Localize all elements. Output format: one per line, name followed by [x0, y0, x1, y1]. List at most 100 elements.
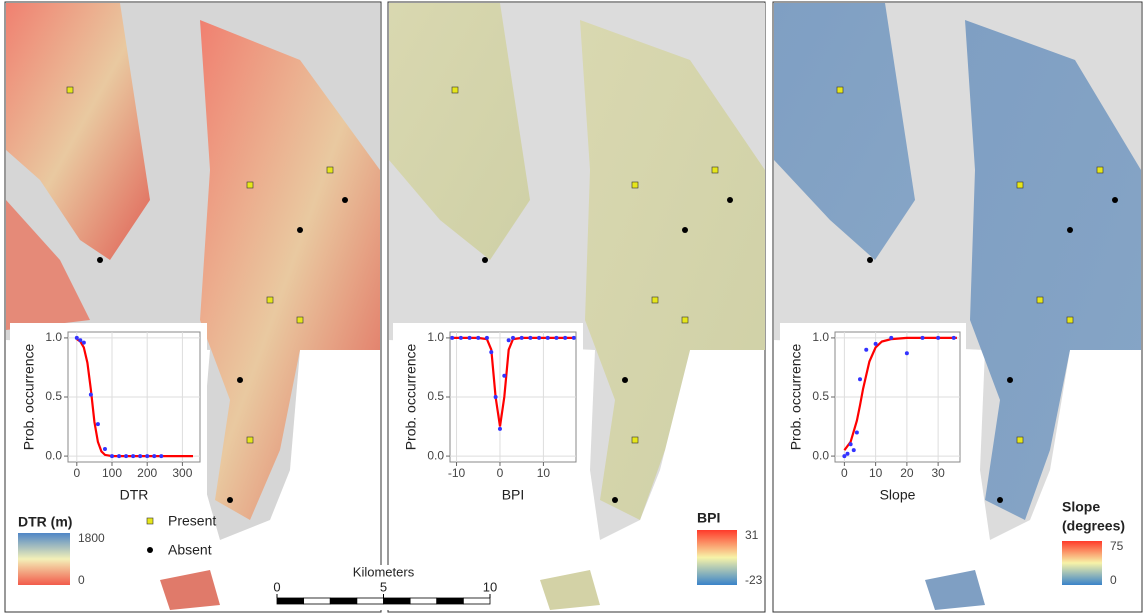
- data-point: [889, 336, 893, 340]
- absent-marker: [1112, 197, 1118, 203]
- present-marker: [1037, 297, 1043, 303]
- x-tick-label: 300: [172, 466, 192, 480]
- data-point: [546, 336, 550, 340]
- x-tick-label: 20: [900, 466, 914, 480]
- data-point: [159, 454, 163, 458]
- data-point: [450, 336, 454, 340]
- legend-max: 1800: [78, 531, 105, 545]
- data-point: [82, 341, 86, 345]
- absent-marker: [297, 227, 303, 233]
- absent-marker: [227, 497, 233, 503]
- y-tick-label: 0.0: [45, 448, 62, 462]
- data-point: [537, 336, 541, 340]
- data-point: [459, 336, 463, 340]
- absent-marker: [342, 197, 348, 203]
- absent-marker: [237, 377, 243, 383]
- y-axis-label: Prob. occurrence: [403, 343, 419, 450]
- data-point: [528, 336, 532, 340]
- figure: 0.00.51.00100200300DTRProb. occurrence0.…: [0, 0, 1145, 615]
- present-marker: [1067, 317, 1073, 323]
- scale-bar-label: 5: [380, 579, 387, 594]
- data-point: [78, 338, 82, 342]
- scale-bar-title: Kilometers: [353, 564, 415, 579]
- legend-title: DTR (m): [18, 514, 72, 530]
- y-tick-label: 0.5: [812, 389, 829, 403]
- absent-marker: [97, 257, 103, 263]
- present-marker: [652, 297, 658, 303]
- data-point: [145, 454, 149, 458]
- data-point: [563, 336, 567, 340]
- absent-marker: [1067, 227, 1073, 233]
- x-tick-label: 10: [869, 466, 883, 480]
- present-symbol: [147, 518, 153, 524]
- absent-marker: [997, 497, 1003, 503]
- y-tick-label: 0.0: [812, 448, 829, 462]
- data-point: [75, 336, 79, 340]
- present-marker: [247, 182, 253, 188]
- data-point: [110, 454, 114, 458]
- data-point: [858, 377, 862, 381]
- data-point: [855, 430, 859, 434]
- present-label: Present: [168, 513, 216, 529]
- data-point: [572, 336, 576, 340]
- x-tick-label: 200: [137, 466, 157, 480]
- absent-marker: [867, 257, 873, 263]
- data-point: [89, 393, 93, 397]
- data-point: [905, 351, 909, 355]
- present-marker: [327, 167, 333, 173]
- absent-symbol: [147, 547, 153, 553]
- x-axis-label: DTR: [120, 487, 149, 503]
- data-point: [936, 336, 940, 340]
- legend-title: (degrees): [1062, 518, 1125, 534]
- absent-marker: [482, 257, 488, 263]
- data-point: [502, 374, 506, 378]
- y-tick-label: 0.5: [427, 389, 444, 403]
- x-tick-label: 30: [931, 466, 945, 480]
- present-marker: [267, 297, 273, 303]
- scale-bar-label: 10: [483, 579, 497, 594]
- x-tick-label: 0: [73, 466, 80, 480]
- present-marker: [297, 317, 303, 323]
- y-tick-label: 1.0: [45, 330, 62, 344]
- y-tick-label: 1.0: [812, 330, 829, 344]
- absent-marker: [612, 497, 618, 503]
- absent-label: Absent: [168, 542, 212, 558]
- data-point: [117, 454, 121, 458]
- data-point: [852, 448, 856, 452]
- x-tick-label: 0: [497, 466, 504, 480]
- absent-marker: [1007, 377, 1013, 383]
- x-tick-label: 100: [102, 466, 122, 480]
- data-point: [468, 336, 472, 340]
- legend-min: -23: [745, 573, 763, 587]
- inset-chart: 0.00.51.00102030SlopeProb. occurrence: [780, 323, 966, 510]
- data-point: [554, 336, 558, 340]
- data-point: [511, 336, 515, 340]
- y-axis-label: Prob. occurrence: [788, 343, 804, 450]
- legend-colorbar: [18, 533, 70, 585]
- data-point: [476, 336, 480, 340]
- data-point: [485, 336, 489, 340]
- scale-bar-segment: [463, 598, 490, 604]
- legend-max: 75: [1110, 539, 1124, 553]
- data-point: [864, 348, 868, 352]
- present-marker: [1017, 182, 1023, 188]
- data-point: [520, 336, 524, 340]
- scale-bar-segment: [304, 598, 331, 604]
- present-marker: [632, 437, 638, 443]
- data-point: [498, 427, 502, 431]
- y-tick-label: 1.0: [427, 330, 444, 344]
- x-tick-label: -10: [448, 466, 466, 480]
- data-point: [138, 454, 142, 458]
- scale-bar-label: 0: [273, 579, 280, 594]
- data-point: [489, 350, 493, 354]
- present-marker: [712, 167, 718, 173]
- present-marker: [682, 317, 688, 323]
- legend-colorbar: [1062, 541, 1102, 585]
- data-point: [96, 422, 100, 426]
- scale-bar-segment: [330, 598, 357, 604]
- present-marker: [452, 87, 458, 93]
- x-axis-label: BPI: [502, 487, 525, 503]
- data-point: [921, 336, 925, 340]
